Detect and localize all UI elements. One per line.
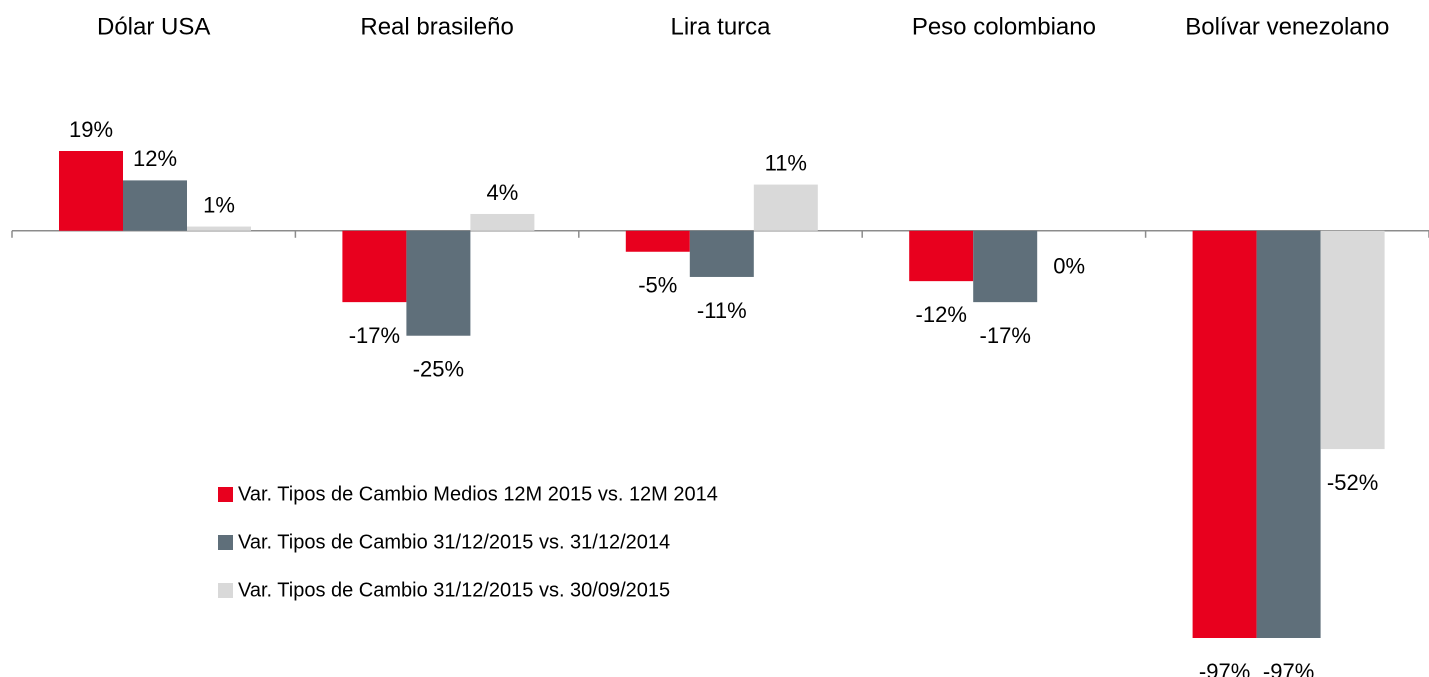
data-label: -17% <box>349 323 400 348</box>
bar <box>625 230 690 252</box>
legend-label: Var. Tipos de Cambio 31/12/2015 vs. 31/1… <box>238 531 670 553</box>
bar <box>59 151 123 231</box>
bar <box>1256 230 1321 638</box>
legend-swatch <box>218 535 233 550</box>
bar <box>753 184 818 231</box>
bar <box>689 230 754 277</box>
category-label: Real brasileño <box>360 13 513 40</box>
bar <box>1320 230 1385 450</box>
data-label: -17% <box>980 323 1031 348</box>
data-label: 0% <box>1053 254 1085 279</box>
bar <box>973 230 1038 303</box>
category-label: Peso colombiano <box>912 13 1096 40</box>
data-label: 1% <box>203 192 235 217</box>
bar <box>342 230 407 303</box>
bar <box>123 180 187 231</box>
data-label: 11% <box>765 150 807 175</box>
data-label: -97% <box>1199 659 1250 677</box>
bar <box>909 230 974 282</box>
data-label: 19% <box>69 117 113 142</box>
bar <box>406 230 471 336</box>
legend-swatch <box>218 487 233 502</box>
data-label: -25% <box>413 357 464 382</box>
category-label: Dólar USA <box>97 13 210 40</box>
category-label: Lira turca <box>670 13 771 40</box>
legend-label: Var. Tipos de Cambio Medios 12M 2015 vs.… <box>238 483 718 505</box>
bar <box>1192 230 1257 638</box>
data-label: -52% <box>1327 470 1378 495</box>
data-label: -11% <box>697 298 747 323</box>
category-label: Bolívar venezolano <box>1185 13 1389 40</box>
data-label: -5% <box>638 273 677 298</box>
data-label: -12% <box>916 302 967 327</box>
data-label: 12% <box>133 146 177 171</box>
bar <box>187 226 251 231</box>
legend-swatch <box>218 583 233 598</box>
bar <box>470 213 535 231</box>
legend-label: Var. Tipos de Cambio 31/12/2015 vs. 30/0… <box>238 579 670 601</box>
data-label: 4% <box>487 180 519 205</box>
data-label: -97% <box>1263 659 1314 677</box>
